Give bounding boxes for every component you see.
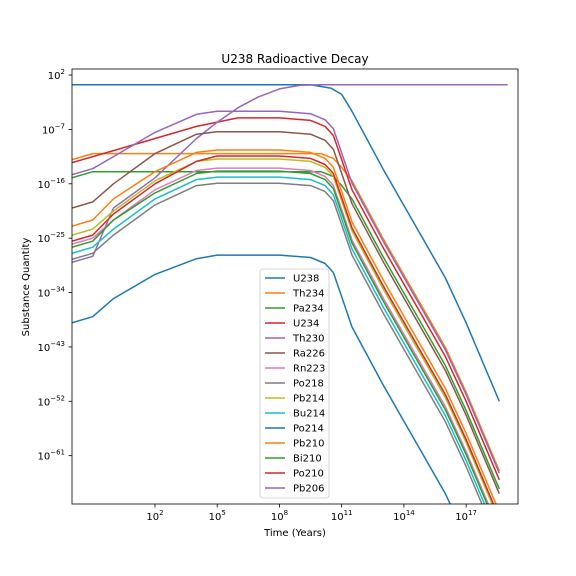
axes-frame (71, 68, 519, 505)
legend-label-pb214: Pb214 (293, 394, 324, 405)
legend-label-u238: U238 (293, 274, 319, 285)
series-line-u238 (72, 83, 500, 402)
series-line-pb210 (72, 149, 497, 504)
chart-title: U238 Radioactive Decay (221, 52, 368, 66)
legend-label-u234: U234 (293, 319, 319, 330)
legend-items: U238 Th234 Pa234 U234 Th230 Ra226 Rn223 Po218 Pb… (265, 274, 325, 495)
x-tick-exponent: 11 (344, 509, 353, 517)
y-tick-label: 10−25 (37, 231, 65, 245)
y-tick-base: 10 (37, 289, 50, 300)
series-line-th234 (72, 152, 500, 472)
y-tick-exponent: −34 (50, 286, 65, 294)
y-tick-base: 10 (37, 234, 50, 245)
x-tick-exponent: 5 (221, 509, 225, 517)
series-line-po210 (72, 155, 495, 504)
x-tick-base: 10 (393, 512, 406, 523)
legend-label-po214: Po214 (293, 424, 324, 435)
plot-area: 102 105 108 1011 1014 1017 10210−710−1610−251… (37, 68, 519, 523)
y-tick-exponent: −52 (50, 394, 65, 402)
y-tick-base: 10 (37, 452, 50, 463)
y-tick-label: 10−7 (42, 122, 65, 136)
x-tick-base: 10 (331, 512, 344, 523)
y-tick-label: 10−43 (37, 340, 65, 354)
series-line-u234 (72, 117, 500, 481)
x-tick-label: 1011 (331, 509, 353, 523)
legend-label-rn223: Rn223 (293, 364, 325, 375)
x-axis-label: Time (Years) (263, 528, 326, 539)
legend-label-pa234: Pa234 (293, 304, 324, 315)
y-tick-base: 10 (42, 125, 55, 136)
series-line-th230 (72, 83, 508, 264)
x-tick-base: 10 (271, 512, 284, 523)
y-tick-exponent: −25 (50, 231, 65, 239)
x-tick-label: 1014 (393, 509, 415, 523)
series-line-po214 (72, 254, 451, 504)
x-ticks: 102 105 108 1011 1014 1017 (146, 504, 477, 523)
x-tick-exponent: 17 (468, 509, 477, 517)
y-tick-label: 10−16 (37, 177, 65, 191)
y-tick-label: 10−34 (37, 286, 65, 300)
y-tick-base: 10 (48, 71, 61, 82)
legend-label-pb210: Pb210 (293, 439, 324, 450)
y-axis-label: Substance Quantity (21, 238, 32, 337)
x-tick-exponent: 14 (406, 509, 415, 517)
y-tick-label: 102 (48, 68, 65, 82)
x-tick-exponent: 2 (159, 509, 163, 517)
x-tick-label: 102 (146, 509, 163, 523)
x-tick-base: 10 (209, 512, 222, 523)
series-line-pb206 (72, 110, 500, 474)
series-line-bi210 (72, 170, 488, 504)
legend-label-po218: Po218 (293, 379, 324, 390)
y-tick-exponent: −16 (50, 177, 65, 185)
legend-label-ra226: Ra226 (293, 349, 325, 360)
legend-label-pb206: Pb206 (293, 484, 324, 495)
x-tick-label: 108 (271, 509, 288, 523)
series-line-ra226 (72, 131, 500, 494)
legend: U238 Th234 Pa234 U234 Th230 Ra226 Rn223 Po218 Pb… (259, 268, 330, 499)
legend-label-bi210: Bi210 (293, 454, 322, 465)
y-tick-base: 10 (37, 397, 50, 408)
y-tick-exponent: −7 (55, 122, 65, 130)
y-tick-label: 10−52 (37, 394, 65, 408)
legend-label-bu214: Bu214 (293, 409, 325, 420)
series-layer (72, 83, 508, 504)
legend-label-th230: Th230 (292, 334, 325, 345)
x-tick-exponent: 8 (284, 509, 288, 517)
legend-label-po210: Po210 (293, 469, 324, 480)
series-line-rn223 (72, 167, 490, 504)
y-tick-base: 10 (37, 343, 50, 354)
y-tick-exponent: 2 (61, 68, 65, 76)
y-tick-exponent: −43 (50, 340, 65, 348)
legend-label-th234: Th234 (292, 289, 325, 300)
y-tick-label: 10−61 (37, 449, 65, 463)
x-tick-label: 105 (209, 509, 226, 523)
y-tick-exponent: −61 (50, 449, 65, 457)
y-tick-base: 10 (37, 180, 50, 191)
series-line-bu214 (72, 176, 486, 504)
x-tick-label: 1017 (455, 509, 477, 523)
x-tick-base: 10 (455, 512, 468, 523)
x-tick-base: 10 (146, 512, 159, 523)
series-line-pb214 (72, 158, 493, 504)
legend-box (259, 268, 330, 499)
series-line-po218 (72, 182, 483, 504)
